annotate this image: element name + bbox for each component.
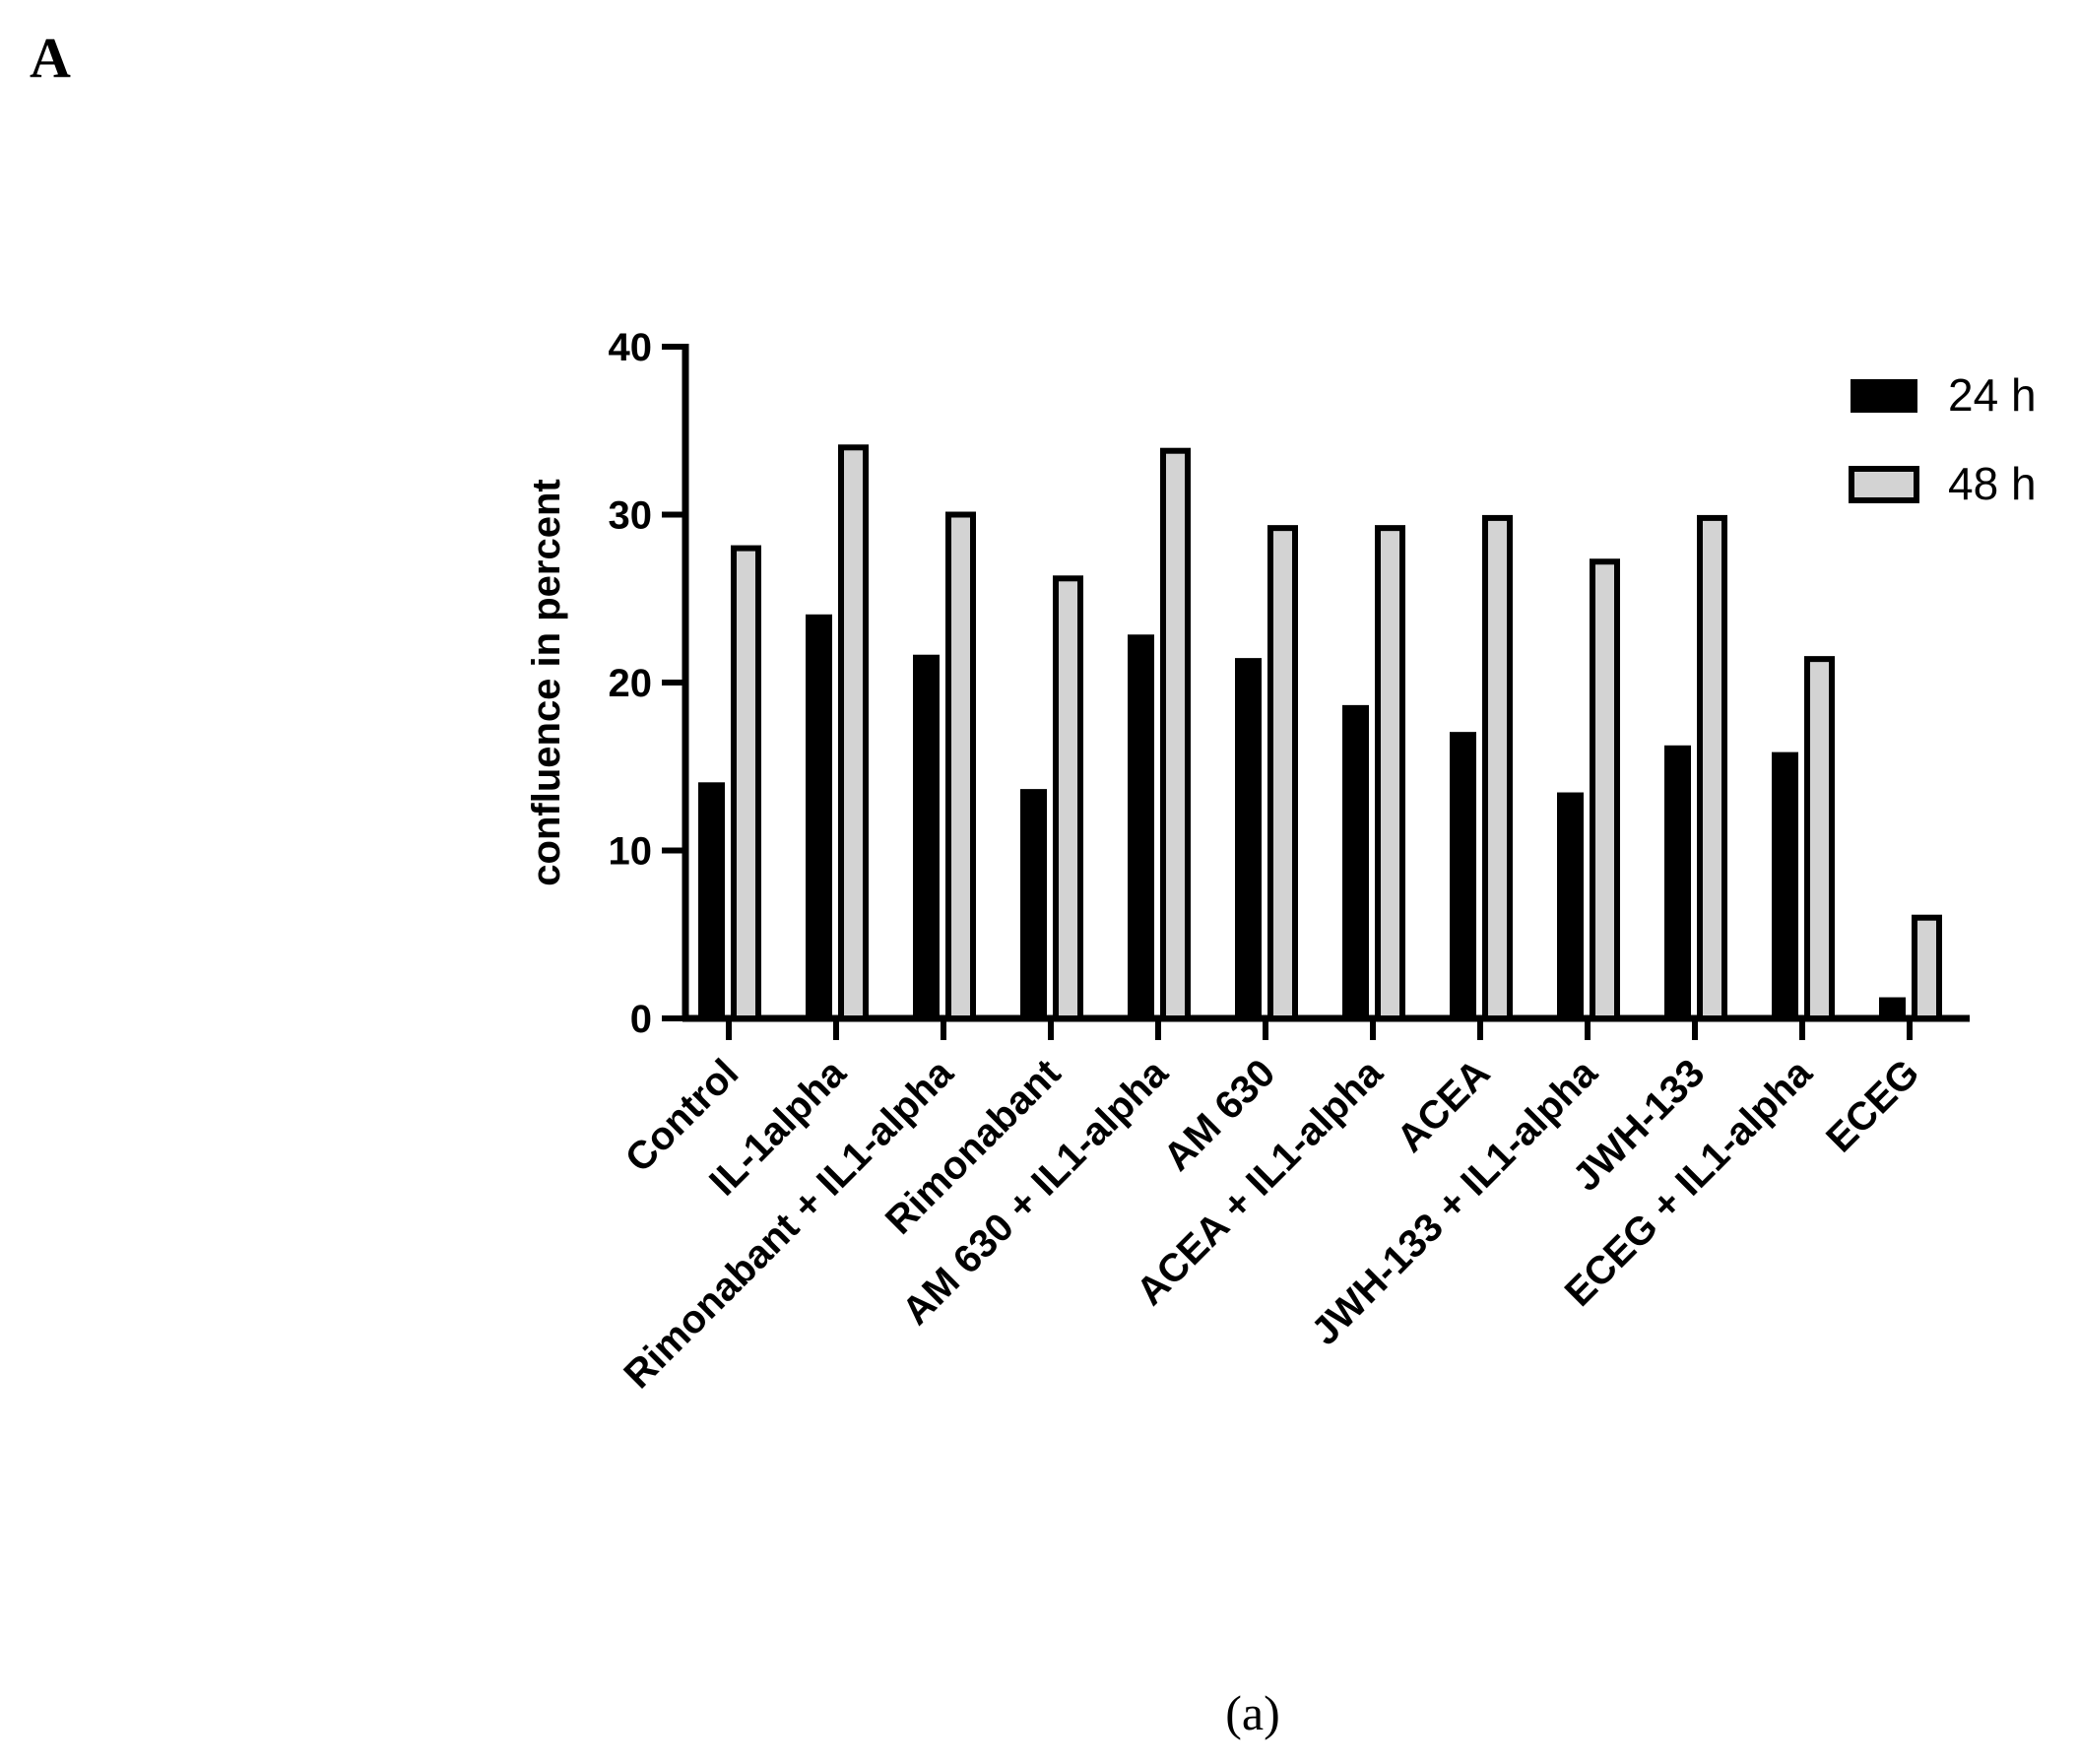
bar-48h [1697,514,1727,1021]
bar-24h [1879,997,1906,1019]
y-axis-title: confluence in percent [525,479,568,885]
bar-24h [806,614,832,1019]
bar-48h [1053,575,1083,1021]
legend-label: 24 h [1948,369,2037,421]
bar-24h [1450,732,1476,1020]
y-ticks: 0 10 20 30 40 [609,326,685,1041]
y-tick-label: 30 [609,494,653,538]
bar-48h [1912,914,1942,1022]
panel-label: A [30,26,71,90]
bar-24h [1128,634,1154,1019]
bar-24h [1235,658,1262,1019]
bar-48h [838,444,869,1021]
bar-24h [1020,789,1047,1019]
y-tick-label: 20 [609,662,653,705]
y-tick-label: 40 [609,326,653,369]
bar-24h [1557,792,1584,1020]
legend: 24 h 48 h [1849,369,2037,509]
x-tick-label: ECEG [1818,1051,1927,1160]
x-ticks [726,1018,1913,1040]
bar-24h [1664,745,1691,1019]
bar-48h [1804,656,1835,1021]
bar-24h [1342,704,1369,1019]
legend-swatch-24h [1851,379,1917,413]
bar-48h [1482,514,1513,1021]
bar-24h [1772,751,1798,1019]
y-tick-label: 10 [609,830,653,874]
bar-48h [1590,558,1620,1021]
bar-24h [913,654,940,1019]
bar-48h [1160,447,1191,1021]
bar-48h [1375,525,1405,1021]
figure-caption: (a) [1225,1685,1280,1740]
bar-24h [698,782,725,1019]
y-tick-label: 0 [630,998,652,1041]
bars [698,444,1942,1022]
bar-48h [1267,525,1298,1021]
legend-label: 48 h [1948,458,2037,509]
legend-swatch-48h [1849,466,1919,503]
bar-48h [945,511,976,1021]
bar-48h [731,545,761,1021]
